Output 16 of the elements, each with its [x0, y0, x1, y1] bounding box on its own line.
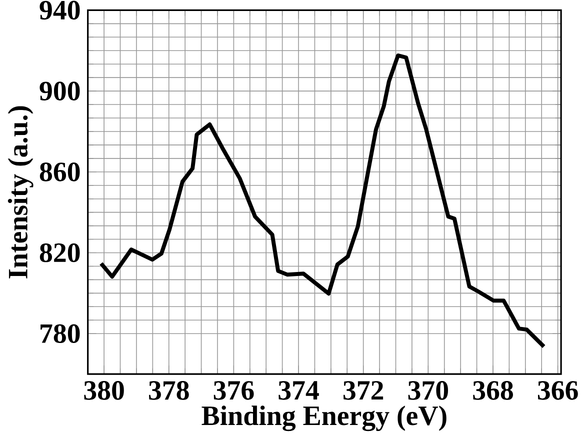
line-series	[99, 54, 546, 349]
x-axis-title: Binding Energy (eV)	[202, 406, 446, 432]
x-tick-label: 370	[408, 381, 448, 400]
y-tick-label: 820	[40, 243, 80, 262]
y-tick-label: 940	[40, 0, 80, 20]
x-tick-label: 372	[343, 381, 384, 400]
x-tick-label: 366	[538, 381, 578, 400]
y-tick-label: 860	[40, 162, 80, 182]
x-tick-label: 380	[84, 381, 124, 400]
x-tick-label: 368	[473, 381, 513, 400]
x-tick-label: 376	[214, 381, 254, 400]
x-tick-label: 374	[278, 381, 319, 400]
y-tick-label: 900	[40, 82, 80, 101]
y-axis-title: Intensity (a.u.)	[8, 106, 34, 278]
x-tick-label: 378	[149, 381, 189, 400]
y-tick-label: 780	[40, 324, 80, 344]
